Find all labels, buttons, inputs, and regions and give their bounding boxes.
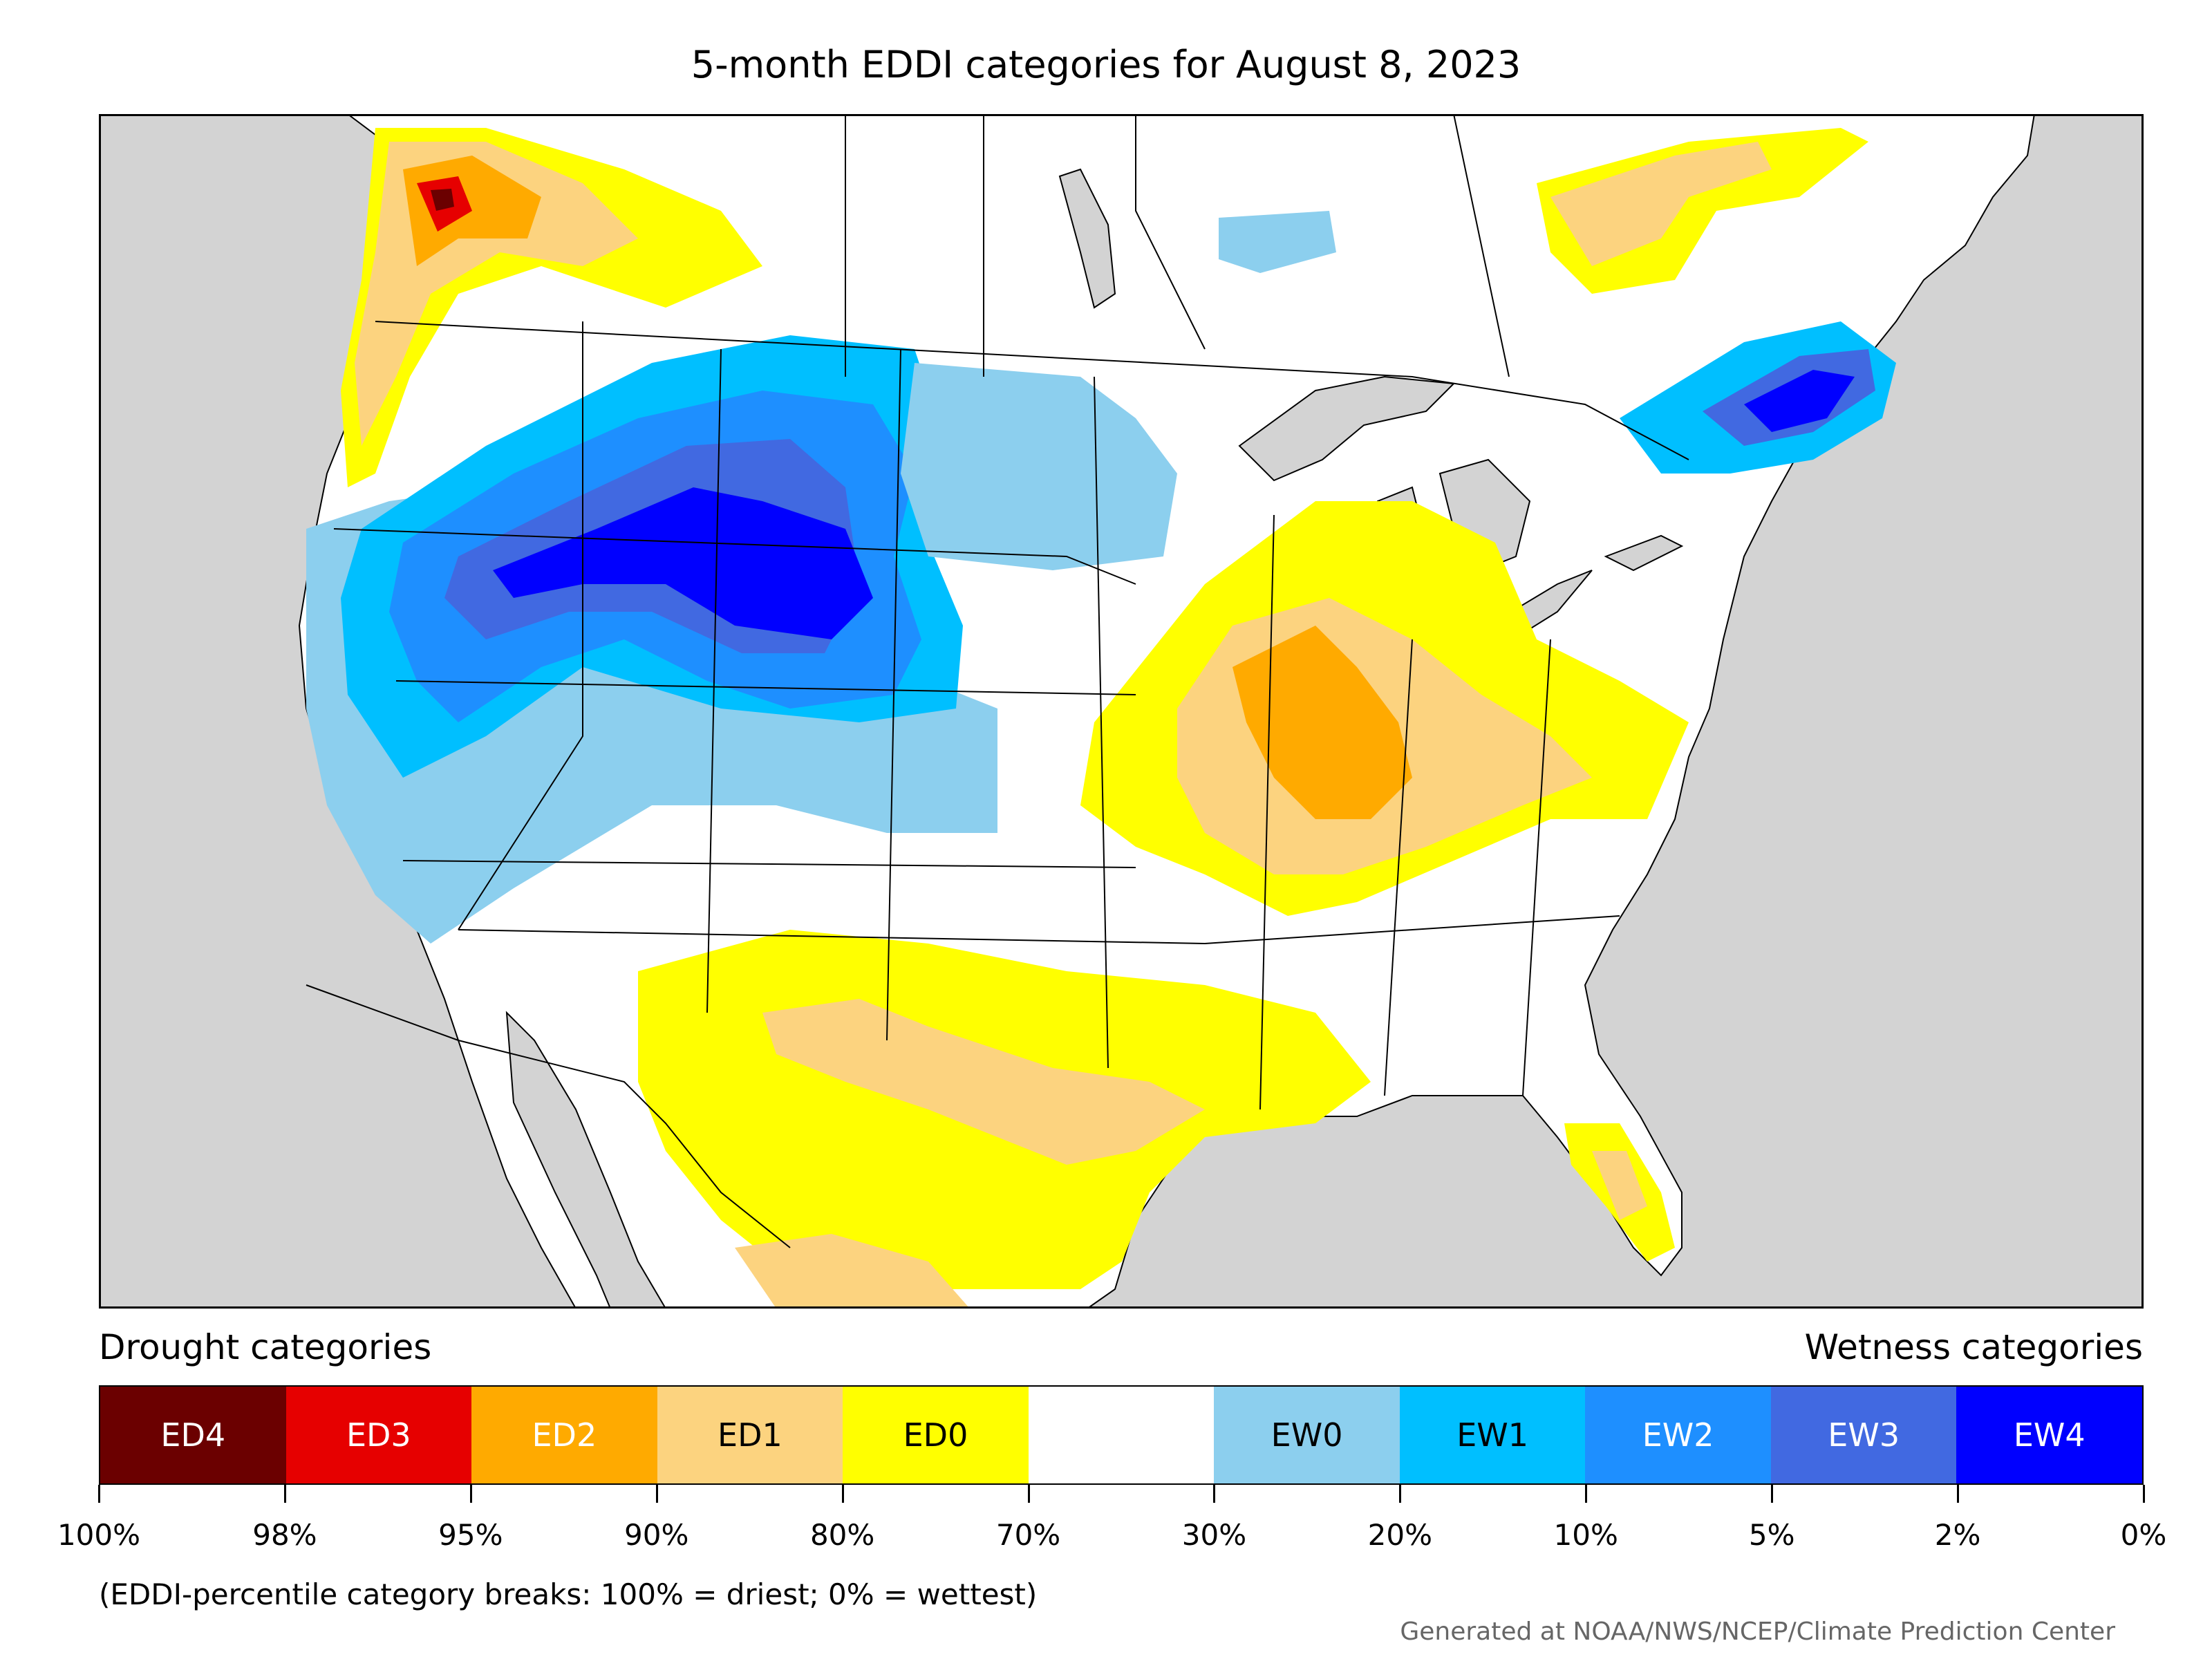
- colorbar-tick: [1399, 1485, 1402, 1503]
- colorbar-tick-label: 100%: [57, 1518, 141, 1552]
- colorbar-cell-ew3: EW3: [1770, 1387, 1957, 1483]
- colorbar-tick-label: 30%: [1181, 1518, 1247, 1552]
- colorbar-tick: [655, 1485, 658, 1503]
- ew0-canada-patch: [1219, 211, 1336, 273]
- ew4-northeast-patch: [1744, 370, 1855, 432]
- ed1-canada-patch: [1550, 142, 1772, 266]
- colorbar-ticks: [98, 1485, 2145, 1506]
- ew4-west-patch: [493, 487, 873, 639]
- wetness-heading: Wetness categories: [1804, 1327, 2143, 1367]
- ed2-midwest-patch: [1232, 626, 1412, 819]
- colorbar-tick: [283, 1485, 286, 1503]
- colorbar-cell-ew0: EW0: [1214, 1387, 1400, 1483]
- colorbar-cell-ed3: ED3: [285, 1387, 472, 1483]
- colorbar-tick: [841, 1485, 844, 1503]
- colorbar-cell-ew1: EW1: [1399, 1387, 1586, 1483]
- map-border: [99, 114, 2144, 1309]
- colorbar-tick: [1585, 1485, 1588, 1503]
- ed1-south-patch: [762, 999, 1205, 1165]
- colorbar-tick-label: 2%: [1934, 1518, 1981, 1552]
- ed1-gulf-patch: [735, 1234, 970, 1309]
- colorbar-tick-label: 0%: [2120, 1518, 2167, 1552]
- ed4-pnw-patch: [431, 189, 454, 211]
- colorbar-tick: [469, 1485, 472, 1503]
- category-colorbar: ED4 ED3 ED2 ED1 ED0 EW0 EW1 EW2 EW3 EW4: [99, 1385, 2144, 1485]
- colorbar-tick-label: 95%: [438, 1518, 503, 1552]
- footnote: (EDDI-percentile category breaks: 100% =…: [99, 1577, 1038, 1611]
- colorbar-tick: [98, 1485, 100, 1503]
- colorbar-cell-ew4: EW4: [1956, 1387, 2143, 1483]
- credit-line: Generated at NOAA/NWS/NCEP/Climate Predi…: [1400, 1618, 2115, 1646]
- colorbar-cell-normal: [1028, 1387, 1215, 1483]
- ed1-florida-patch: [1592, 1151, 1647, 1220]
- eddi-map: [99, 114, 2144, 1309]
- colorbar-cell-ed2: ED2: [471, 1387, 657, 1483]
- colorbar-tick-label: 80%: [809, 1518, 875, 1552]
- colorbar-tick-label: 98%: [252, 1518, 317, 1552]
- colorbar-tick: [2143, 1485, 2145, 1503]
- colorbar-tick: [1957, 1485, 1960, 1503]
- colorbar-cell-ed1: ED1: [657, 1387, 843, 1483]
- map-title: 5-month EDDI categories for August 8, 20…: [691, 43, 1521, 86]
- colorbar-tick-label: 20%: [1367, 1518, 1433, 1552]
- colorbar-tick-label: 70%: [995, 1518, 1061, 1552]
- lake-ontario: [1604, 534, 1684, 572]
- colorbar-tick-label: 10%: [1553, 1518, 1618, 1552]
- colorbar-tick: [1771, 1485, 1774, 1503]
- drought-heading: Drought categories: [99, 1327, 432, 1367]
- colorbar-cell-ed4: ED4: [100, 1387, 286, 1483]
- colorbar-cell-ew2: EW2: [1585, 1387, 1771, 1483]
- state-borders: [306, 114, 1689, 1248]
- colorbar-tick: [1027, 1485, 1030, 1503]
- colorbar-tick-label: 5%: [1748, 1518, 1795, 1552]
- ew0-plains-patch: [901, 363, 1177, 570]
- colorbar-tick-label: 90%: [624, 1518, 689, 1552]
- lake-winnipeg: [1058, 168, 1116, 309]
- colorbar-tick: [1213, 1485, 1216, 1503]
- lake-superior: [1238, 375, 1456, 482]
- colorbar-cell-ed0: ED0: [843, 1387, 1029, 1483]
